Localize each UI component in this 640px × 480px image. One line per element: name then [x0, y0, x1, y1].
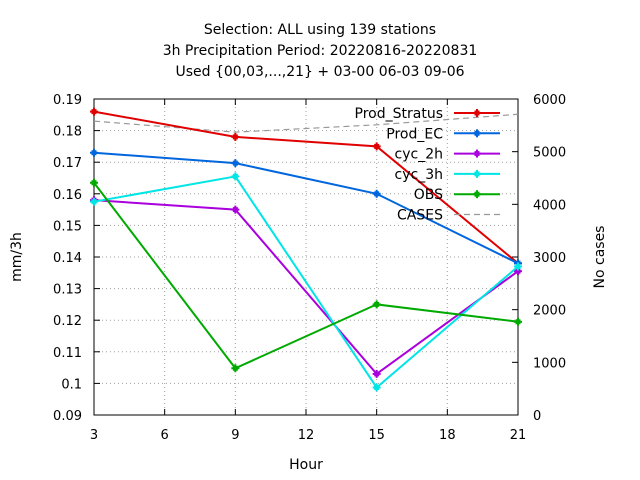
y-axis-label: mm/3h: [9, 232, 25, 282]
data-point-prod-stratus: [90, 107, 98, 116]
chart-title-line: Selection: ALL using 139 stations: [204, 22, 436, 38]
y-tick-label: 0.16: [53, 188, 82, 203]
chart-title-block: Selection: ALL using 139 stations 3h Prec…: [163, 22, 478, 80]
y2-axis-label: No cases: [592, 226, 608, 289]
x-axis-label: Hour: [289, 457, 323, 473]
y-tick-label: 0.19: [53, 93, 82, 108]
y-tick-label: 0.17: [53, 156, 82, 171]
x-tick-label: 6: [161, 428, 169, 443]
chart-title-line: Used {00,03,...,21} + 03-00 06-03 09-06: [175, 64, 464, 80]
series-line-prod-ec: [93, 151, 519, 265]
x-tick-label: 15: [368, 428, 385, 443]
data-point-cyc-2h: [372, 369, 381, 378]
y-tick-label: 0.13: [53, 283, 82, 298]
data-point-cyc-2h: [231, 205, 240, 214]
series-line-prod-stratus: [93, 110, 519, 265]
data-point-prod-ec: [372, 189, 381, 198]
data-point-prod-ec: [90, 148, 98, 157]
marker-core: [474, 191, 480, 197]
y2-tick-label: 1000: [533, 356, 566, 371]
x-tick-label: 12: [298, 428, 315, 443]
marker-core: [91, 150, 97, 156]
marker-core: [515, 263, 521, 269]
y2-tick-label: 2000: [533, 304, 566, 319]
y-tick-label: 0.11: [53, 346, 82, 361]
chart-title-line: 3h Precipitation Period: 20220816-202208…: [163, 43, 478, 59]
marker-core: [374, 143, 380, 149]
series-line-obs: [93, 182, 519, 370]
y-tick-label: 0.12: [53, 314, 82, 329]
series-lines: [90, 107, 522, 392]
marker-core: [91, 109, 97, 115]
marker-core: [232, 207, 238, 213]
marker-core: [374, 385, 380, 391]
x-tick-label: 3: [90, 428, 98, 443]
data-point-obs: [90, 178, 98, 187]
marker-core: [474, 130, 480, 136]
marker-core: [515, 319, 521, 325]
y-tick-label: 0.1: [61, 377, 82, 392]
legend: Prod_Stratus Prod_EC cyc_2h cyc_3h OBS CASES: [355, 106, 500, 224]
data-point-prod-stratus: [231, 132, 240, 141]
data-point-obs: [514, 317, 522, 326]
marker-core: [232, 160, 238, 166]
y-tick-label: 0.09: [53, 409, 82, 424]
legend-label-obs: OBS: [414, 187, 443, 203]
legend-marker-prod-ec: [473, 129, 481, 138]
tick-labels: 0.09 0.1 0.11 0.12 0.13 0.14 0.15 0.16 0.17 0.18 0…: [53, 93, 566, 443]
data-point-prod-stratus: [372, 142, 381, 151]
legend-label-prod-ec: Prod_EC: [386, 126, 443, 142]
legend-marker-cyc-3h: [473, 169, 481, 178]
series-line-cyc-2h: [93, 199, 519, 376]
y-tick-label: 0.15: [53, 219, 82, 234]
data-point-obs: [231, 364, 240, 373]
data-point-prod-ec: [231, 159, 240, 168]
marker-core: [374, 301, 380, 307]
series-line-cyc-3h: [93, 175, 519, 389]
marker-core: [374, 371, 380, 377]
x-tick-label: 9: [231, 428, 239, 443]
legend-marker-cyc-2h: [473, 149, 481, 158]
marker-core: [91, 199, 97, 205]
marker-core: [374, 191, 380, 197]
data-point-cyc-3h: [231, 172, 240, 181]
x-tick-label: 18: [439, 428, 456, 443]
grid-lines: [94, 99, 518, 415]
marker-core: [91, 180, 97, 186]
y-tick-label: 0.14: [53, 251, 82, 266]
x-tick-label: 21: [510, 428, 527, 443]
legend-label-prod-stratus: Prod_Stratus: [355, 106, 443, 122]
marker-core: [474, 110, 480, 116]
marker-core: [232, 134, 238, 140]
y2-tick-label: 4000: [533, 198, 566, 213]
cases-series: [93, 113, 519, 133]
data-point-obs: [372, 300, 381, 309]
legend-label-cyc-3h: cyc_3h: [395, 167, 443, 183]
cases-line: [93, 113, 519, 133]
marker-core: [474, 151, 480, 157]
marker-core: [232, 173, 238, 179]
axis-ticks: [93, 98, 519, 416]
y-tick-label: 0.18: [53, 125, 82, 140]
legend-label-cases: CASES: [397, 208, 443, 224]
marker-core: [232, 365, 238, 371]
y2-tick-label: 3000: [533, 251, 566, 266]
legend-marker-prod-stratus: [473, 109, 481, 117]
y2-tick-label: 6000: [533, 93, 566, 108]
data-point-cyc-3h: [90, 197, 98, 206]
data-point-cyc-3h: [372, 383, 381, 392]
y2-tick-label: 5000: [533, 146, 566, 161]
marker-core: [474, 171, 480, 177]
marker-core: [515, 268, 521, 274]
legend-label-cyc-2h: cyc_2h: [395, 147, 443, 163]
legend-marker-obs: [473, 190, 481, 199]
y2-tick-label: 0: [533, 409, 541, 424]
data-point-cyc-3h: [514, 262, 522, 271]
